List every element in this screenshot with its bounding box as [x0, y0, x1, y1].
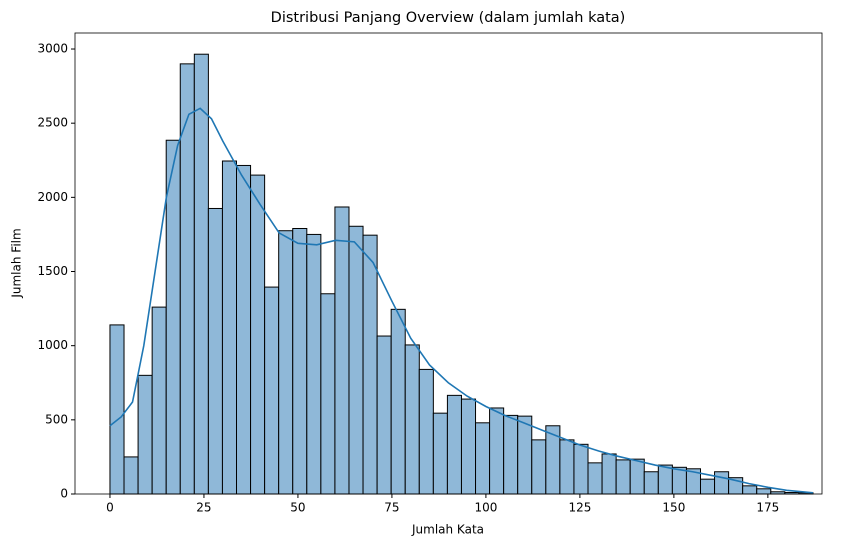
y-axis-label: Jumlah Film: [10, 228, 24, 298]
bar: [503, 414, 519, 495]
bar: [432, 412, 448, 495]
y-tick-label: 3000: [37, 42, 68, 56]
bar: [404, 344, 420, 495]
bar: [292, 227, 308, 495]
bar: [657, 464, 673, 495]
x-tick-label: 25: [196, 501, 211, 515]
bar: [446, 394, 462, 495]
plot-frame: [74, 32, 823, 495]
y-tick-label: 2500: [37, 116, 68, 130]
bar: [742, 485, 758, 495]
bar: [207, 207, 223, 495]
bar: [629, 458, 645, 495]
bar: [418, 368, 434, 495]
bar: [109, 324, 125, 495]
x-tick-label: 0: [106, 501, 114, 515]
bar: [193, 53, 209, 495]
y-tick-label: 2000: [37, 190, 68, 204]
bar: [671, 466, 687, 495]
x-axis-label: Jumlah Kata: [411, 523, 484, 537]
bar: [531, 439, 547, 495]
bar: [236, 164, 252, 495]
x-tick-label: 100: [474, 501, 497, 515]
x-tick-label: 175: [756, 501, 779, 515]
bar: [123, 456, 139, 495]
x-tick-label: 50: [290, 501, 305, 515]
bar: [756, 488, 772, 495]
bar: [264, 286, 280, 495]
bar: [643, 471, 659, 495]
x-tick-label: 125: [568, 501, 591, 515]
bar: [334, 206, 350, 495]
bar: [699, 478, 716, 495]
bar: [250, 174, 266, 495]
bar: [221, 160, 238, 495]
y-tick-label: 1500: [37, 264, 68, 278]
bar: [348, 225, 364, 495]
chart-title: Distribusi Panjang Overview (dalam jumla…: [271, 10, 626, 26]
y-tick-label: 500: [45, 412, 68, 426]
bar: [137, 374, 153, 495]
bar: [278, 230, 294, 495]
bar: [601, 453, 617, 495]
bar: [460, 398, 477, 495]
bar: [306, 233, 322, 495]
kde-line: [109, 107, 814, 494]
bar: [179, 63, 195, 495]
y-tick-label: 1000: [37, 338, 68, 352]
x-tick-label: 75: [384, 501, 399, 515]
bar: [376, 335, 392, 495]
bar: [165, 139, 181, 495]
bar: [615, 459, 631, 495]
bar: [489, 407, 505, 495]
bar: [320, 293, 336, 495]
bar: [151, 306, 167, 495]
bar: [587, 462, 603, 495]
bar: [475, 422, 491, 495]
bar: [559, 439, 575, 495]
y-tick-label: 0: [60, 487, 68, 501]
bar: [573, 443, 589, 495]
bar: [362, 234, 378, 495]
bar: [517, 415, 533, 495]
bar: [714, 471, 730, 495]
bar: [390, 308, 406, 495]
x-tick-label: 150: [662, 501, 685, 515]
